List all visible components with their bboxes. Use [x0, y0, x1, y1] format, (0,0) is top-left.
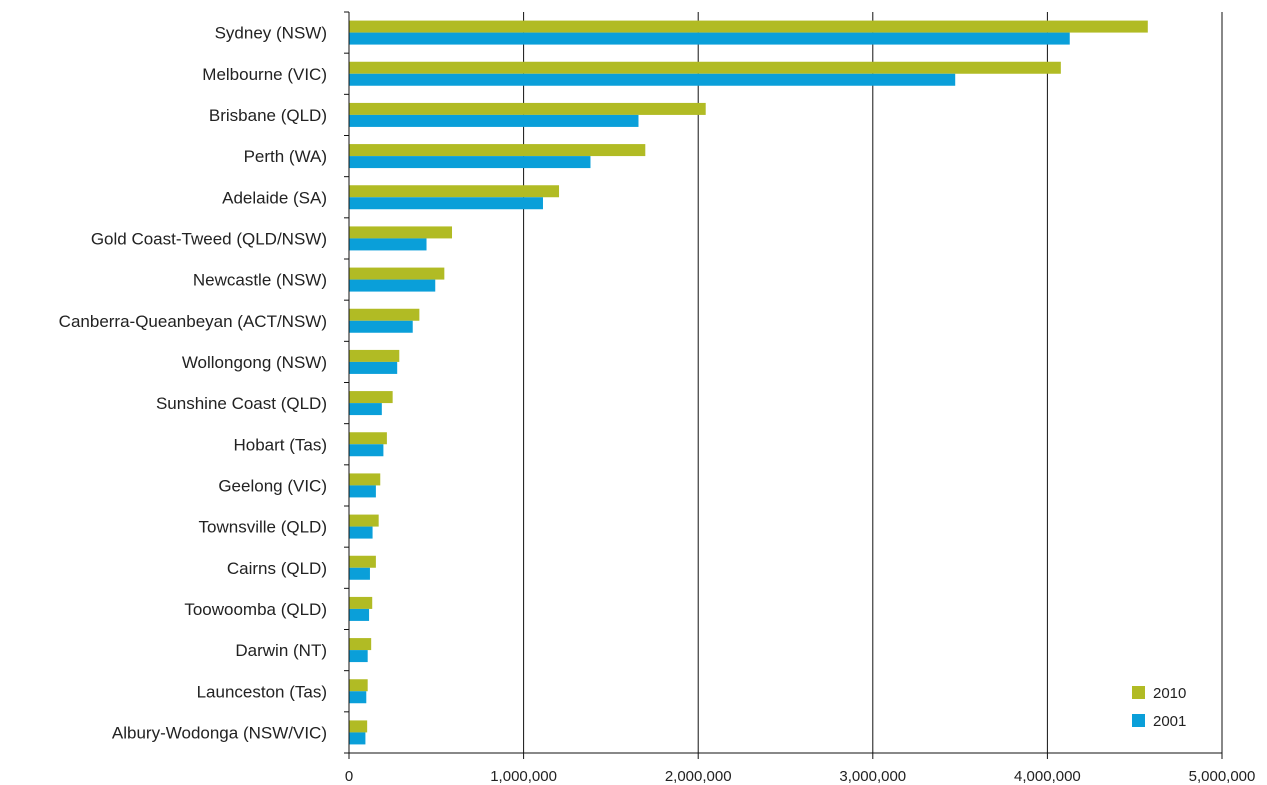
bar-2010	[349, 226, 453, 239]
bar-2001	[349, 403, 382, 416]
x-tick-label: 3,000,000	[839, 768, 906, 785]
x-tick-label: 2,000,000	[665, 768, 732, 785]
bar-2010	[349, 267, 445, 280]
bar-2001	[349, 114, 639, 127]
legend-swatch-2010	[1132, 686, 1145, 699]
bar-2010	[349, 596, 373, 609]
bar-2001	[349, 608, 370, 621]
bar-2010	[349, 102, 706, 115]
bar-2010	[349, 679, 368, 692]
bar-2001	[349, 32, 1070, 45]
category-label: Cairns (QLD)	[227, 559, 327, 578]
x-tick-label: 5,000,000	[1189, 768, 1256, 785]
legend-label-2001: 2001	[1153, 713, 1186, 730]
bar-2010	[349, 20, 1148, 33]
category-label: Albury-Wodonga (NSW/VIC)	[112, 723, 327, 742]
category-label: Launceston (Tas)	[197, 682, 327, 701]
x-tick-label: 4,000,000	[1014, 768, 1081, 785]
category-label: Brisbane (QLD)	[209, 106, 327, 125]
bar-2010	[349, 473, 381, 486]
category-label: Toowoomba (QLD)	[184, 600, 327, 619]
bar-2001	[349, 197, 543, 210]
x-tick-label: 1,000,000	[490, 768, 557, 785]
bar-2001	[349, 485, 376, 498]
category-label: Sunshine Coast (QLD)	[156, 394, 327, 413]
bar-2001	[349, 691, 367, 704]
category-label: Melbourne (VIC)	[202, 65, 327, 84]
bar-2001	[349, 156, 591, 169]
bar-2010	[349, 555, 376, 568]
gridlines	[523, 12, 1223, 753]
bar-2001	[349, 567, 370, 580]
bar-2001	[349, 361, 398, 374]
x-tick-labels: 0 1,000,000 2,000,000 3,000,000 4,000,000 5,0…	[345, 768, 1256, 785]
legend-swatch-2001	[1132, 714, 1145, 727]
bar-2001	[349, 279, 436, 292]
category-label: Wollongong (NSW)	[182, 353, 327, 372]
bar-2010	[349, 514, 379, 527]
category-label: Adelaide (SA)	[222, 188, 327, 207]
bar-2010	[349, 720, 368, 733]
bar-2001	[349, 73, 956, 86]
axes	[344, 11, 1223, 759]
bar-2001	[349, 320, 413, 333]
bar-2001	[349, 238, 427, 251]
bar-2010	[349, 185, 560, 198]
bar-2010	[349, 432, 387, 445]
category-label: Canberra-Queanbeyan (ACT/NSW)	[59, 312, 327, 331]
bar-2010	[349, 638, 372, 651]
category-label: Perth (WA)	[244, 147, 327, 166]
category-label: Hobart (Tas)	[233, 435, 327, 454]
legend-label-2010: 2010	[1153, 685, 1186, 702]
bar-2010	[349, 308, 420, 321]
bar-2010	[349, 144, 646, 157]
bar-2010	[349, 391, 393, 404]
x-tick-label: 0	[345, 768, 353, 785]
bar-2001	[349, 732, 366, 745]
category-label: Sydney (NSW)	[215, 24, 327, 43]
category-labels: Sydney (NSW) Melbourne (VIC) Brisbane (QLD…	[59, 24, 327, 743]
category-label: Gold Coast-Tweed (QLD/NSW)	[91, 229, 327, 248]
category-label: Darwin (NT)	[235, 641, 327, 660]
bar-2010	[349, 61, 1061, 74]
category-label: Townsville (QLD)	[199, 518, 327, 537]
bar-2010	[349, 349, 400, 362]
bar-2001	[349, 444, 384, 457]
bar-2001	[349, 526, 373, 539]
category-label: Geelong (VIC)	[218, 476, 327, 495]
category-label: Newcastle (NSW)	[193, 271, 327, 290]
legend: 2010 2001	[1132, 685, 1186, 730]
bar-2001	[349, 650, 368, 663]
bars	[349, 20, 1148, 745]
